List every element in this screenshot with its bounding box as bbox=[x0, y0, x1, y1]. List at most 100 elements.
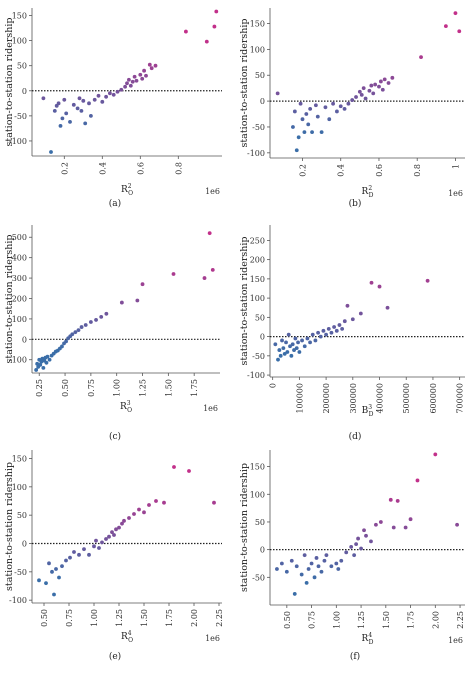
y-tick-label: 150 bbox=[250, 275, 265, 284]
x-tick-label: 0.2 bbox=[299, 164, 308, 177]
data-point bbox=[337, 323, 342, 327]
x-axis-label: R4 D bbox=[362, 632, 374, 646]
x-tick-label: 300000 bbox=[349, 383, 358, 414]
data-point bbox=[294, 148, 299, 153]
data-point bbox=[210, 268, 215, 272]
data-point bbox=[369, 83, 374, 88]
data-point bbox=[149, 66, 154, 71]
data-point bbox=[281, 346, 286, 351]
data-point bbox=[319, 130, 324, 135]
y-tick-label: 0 bbox=[260, 333, 265, 342]
x-tick-label: 1.50 bbox=[382, 611, 391, 629]
data-point bbox=[298, 101, 303, 106]
x-tick-label: 1.50 bbox=[164, 379, 173, 397]
data-point bbox=[293, 336, 298, 341]
data-point bbox=[142, 68, 147, 73]
data-point bbox=[147, 503, 151, 507]
x-tick-label: 2.00 bbox=[190, 609, 199, 627]
x-tick-label: 0.25 bbox=[35, 379, 44, 397]
data-point bbox=[64, 111, 69, 116]
data-point bbox=[308, 106, 313, 111]
data-point bbox=[335, 109, 339, 114]
x-tick-label: 1.00 bbox=[113, 379, 122, 397]
x-tick-label: 1 bbox=[451, 164, 460, 169]
data-point bbox=[377, 284, 382, 289]
data-point bbox=[100, 99, 105, 104]
panel-d: -100 -50 0 50 100 150 200 250 0 100000 200000 30000… bbox=[239, 225, 465, 442]
data-point bbox=[309, 561, 314, 566]
x-tick-label: 0.50 bbox=[283, 611, 292, 629]
panel-label: (d) bbox=[349, 431, 362, 442]
data-point bbox=[184, 29, 188, 34]
data-point bbox=[297, 350, 302, 354]
data-point bbox=[127, 516, 131, 520]
data-point bbox=[315, 114, 320, 119]
data-point bbox=[289, 353, 294, 358]
data-point bbox=[382, 77, 387, 82]
data-point bbox=[415, 478, 420, 483]
data-point bbox=[115, 89, 120, 94]
data-point bbox=[292, 592, 297, 596]
data-point bbox=[306, 567, 311, 571]
data-point bbox=[47, 357, 52, 362]
data-point bbox=[279, 561, 284, 566]
data-point bbox=[60, 116, 65, 121]
data-point bbox=[354, 542, 359, 547]
data-point bbox=[329, 330, 334, 335]
data-point bbox=[302, 344, 307, 349]
data-point bbox=[284, 569, 289, 574]
data-point bbox=[316, 564, 321, 569]
y-tick-label: 150 bbox=[12, 12, 27, 21]
data-point bbox=[89, 113, 93, 118]
y-axis-label: station-to-station ridership bbox=[4, 234, 15, 363]
data-point bbox=[391, 525, 396, 530]
data-point bbox=[104, 311, 109, 316]
data-point bbox=[291, 125, 295, 129]
data-point bbox=[378, 520, 383, 524]
y-tick-label: -100 bbox=[247, 149, 265, 158]
data-point bbox=[359, 546, 363, 551]
y-axis-label: station-to-station ridership bbox=[239, 236, 250, 365]
data-point bbox=[110, 530, 114, 535]
x-tick-label: 1.00 bbox=[90, 609, 99, 627]
x-tick-label: 700000 bbox=[456, 383, 465, 414]
y-tick-label: -50 bbox=[252, 573, 265, 582]
x-tick-label: 0.6 bbox=[136, 162, 145, 175]
data-point bbox=[64, 558, 68, 563]
data-point bbox=[108, 91, 112, 96]
x-tick-label: 1.75 bbox=[407, 611, 416, 629]
data-point bbox=[94, 538, 98, 543]
data-point bbox=[81, 98, 86, 103]
data-point bbox=[172, 465, 176, 469]
data-point bbox=[289, 558, 294, 563]
x-scale-note: 1e6 bbox=[448, 189, 463, 198]
data-point bbox=[147, 62, 152, 67]
data-point bbox=[134, 78, 139, 83]
panel-label: (f) bbox=[350, 651, 360, 662]
x-axis-label: R4 O bbox=[121, 630, 133, 644]
panel-label: (c) bbox=[109, 431, 121, 442]
data-point bbox=[60, 564, 64, 569]
data-point bbox=[83, 323, 88, 327]
data-point bbox=[60, 344, 64, 349]
data-point bbox=[336, 567, 341, 571]
panel-label: (a) bbox=[109, 198, 121, 209]
x-tick-label: 1.25 bbox=[139, 379, 148, 397]
data-point bbox=[419, 55, 423, 60]
data-point bbox=[338, 104, 343, 109]
data-point bbox=[144, 73, 148, 78]
data-point bbox=[96, 93, 101, 98]
data-point bbox=[350, 98, 355, 102]
data-point bbox=[202, 276, 207, 280]
y-tick-label: 0 bbox=[22, 540, 27, 549]
data-point bbox=[70, 332, 75, 337]
y-tick-label: 150 bbox=[250, 463, 265, 472]
x-tick-label: 1.25 bbox=[115, 609, 124, 627]
data-point bbox=[324, 332, 328, 337]
data-point bbox=[68, 119, 72, 124]
data-point bbox=[71, 102, 76, 107]
data-point bbox=[87, 101, 91, 106]
x-tick-label: 0.75 bbox=[65, 609, 74, 627]
data-point bbox=[38, 362, 43, 367]
data-point bbox=[277, 348, 282, 352]
